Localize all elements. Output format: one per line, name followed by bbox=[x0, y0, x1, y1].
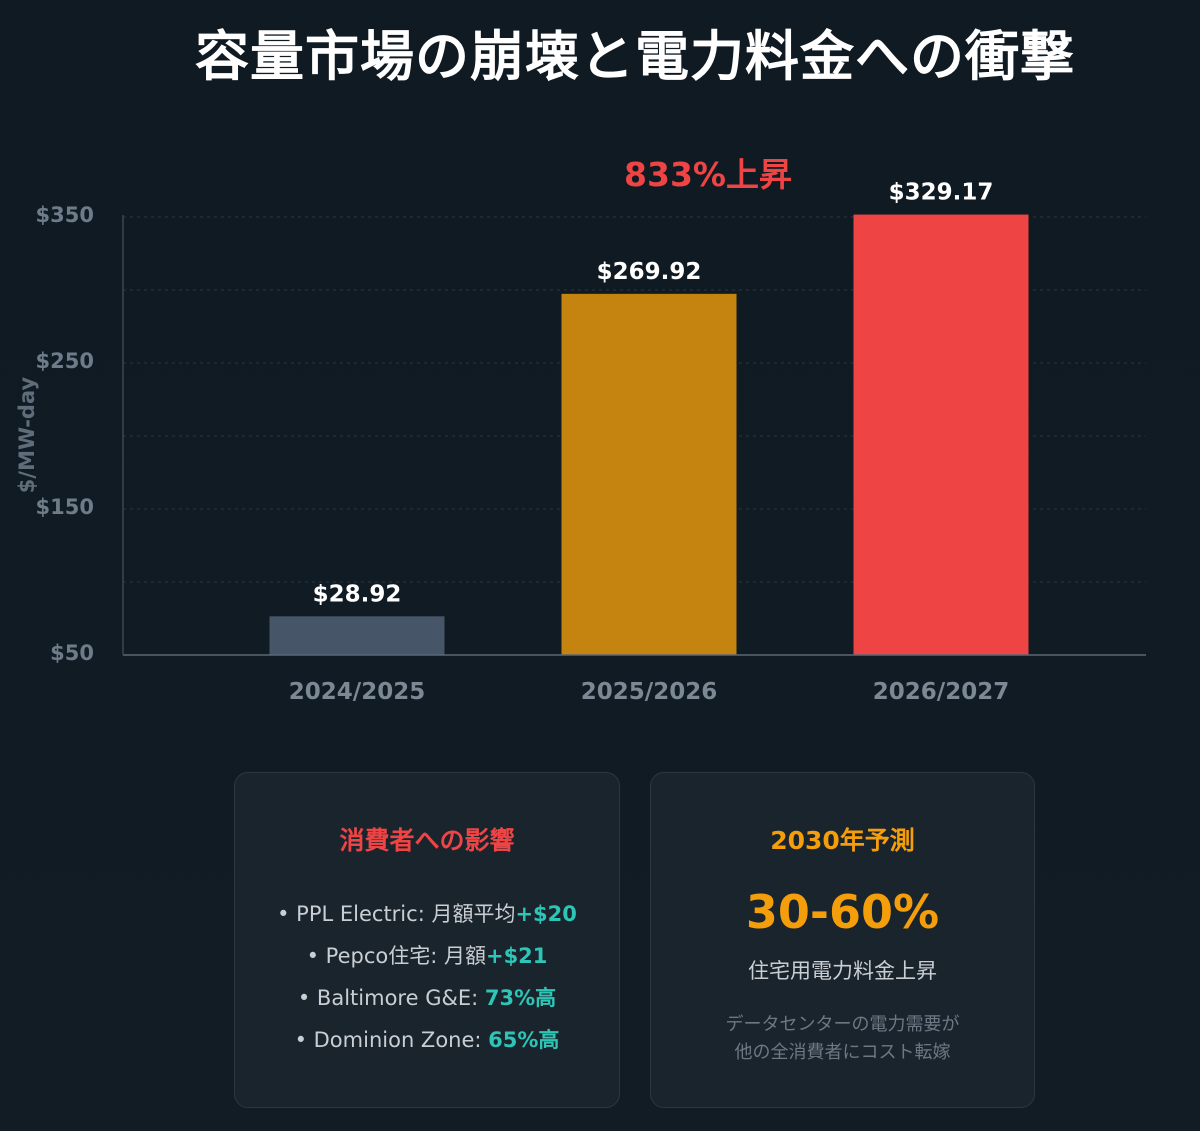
impact-text: • Pepco住宅: 月額 bbox=[306, 944, 486, 968]
list-item: • Pepco住宅: 月額+$21 bbox=[235, 935, 619, 977]
consumer-impact-card: 消費者への影響 • PPL Electric: 月額平均+$20 • Pepco… bbox=[234, 772, 620, 1108]
bar bbox=[853, 214, 1029, 655]
forecast-note-line: 他の全消費者にコスト転嫁 bbox=[734, 1042, 951, 1063]
y-tick-label: $250 bbox=[36, 349, 94, 373]
forecast-value: 30-60% bbox=[745, 885, 940, 939]
impact-value: +$21 bbox=[485, 944, 548, 968]
bar bbox=[561, 293, 737, 655]
list-item: • PPL Electric: 月額平均+$20 bbox=[235, 893, 619, 935]
increase-annotation: 833%上昇 bbox=[624, 155, 792, 194]
forecast-note: データセンターの電力需要が 他の全消費者にコスト転嫁 bbox=[651, 1011, 1034, 1067]
chart-labels: $28.92 2024/2025 $269.92 2025/2026 $329.17 20… bbox=[289, 155, 1009, 705]
data-label: $329.17 bbox=[889, 180, 994, 206]
y-tick-label: $50 bbox=[50, 641, 94, 665]
consumer-impact-list: • PPL Electric: 月額平均+$20 • Pepco住宅: 月額+$… bbox=[235, 893, 619, 1061]
y-axis-label: $/MW-day bbox=[15, 377, 39, 494]
y-tick-label: $150 bbox=[36, 495, 94, 519]
forecast-title: 2030年予測 bbox=[770, 826, 915, 855]
bar bbox=[269, 616, 445, 655]
impact-value: +$20 bbox=[515, 902, 577, 926]
list-item: • Dominion Zone: 65%高 bbox=[235, 1019, 619, 1061]
list-item: • Baltimore G&E: 73%高 bbox=[235, 977, 619, 1019]
y-tick-label: $350 bbox=[36, 203, 94, 227]
page-title: 容量市場の崩壊と電力料金への衝撃 bbox=[195, 25, 1075, 88]
impact-text: • Baltimore G&E: bbox=[297, 986, 485, 1010]
chart-axes: $350 $250 $150 $50 $/MW-day bbox=[15, 203, 1146, 665]
forecast-card: 2030年予測 30-60% 住宅用電力料金上昇 データセンターの電力需要が 他… bbox=[650, 772, 1035, 1108]
impact-value: 65%高 bbox=[488, 1028, 560, 1052]
impact-text: • Dominion Zone: bbox=[294, 1028, 489, 1052]
x-tick-label: 2026/2027 bbox=[873, 679, 1009, 705]
x-tick-label: 2024/2025 bbox=[289, 679, 425, 705]
data-label: $28.92 bbox=[313, 581, 402, 607]
capacity-price-chart: $28.92 2024/2025 $269.92 2025/2026 $329.17 20… bbox=[15, 155, 1146, 705]
consumer-impact-title: 消費者への影響 bbox=[339, 826, 515, 855]
forecast-note-line: データセンターの電力需要が bbox=[725, 1014, 960, 1035]
impact-text: • PPL Electric: 月額平均 bbox=[277, 902, 516, 926]
forecast-subtitle: 住宅用電力料金上昇 bbox=[748, 959, 937, 983]
x-tick-label: 2025/2026 bbox=[581, 679, 717, 705]
impact-value: 73%高 bbox=[484, 986, 557, 1010]
data-label: $269.92 bbox=[597, 259, 702, 285]
chart-bars bbox=[269, 214, 1029, 655]
